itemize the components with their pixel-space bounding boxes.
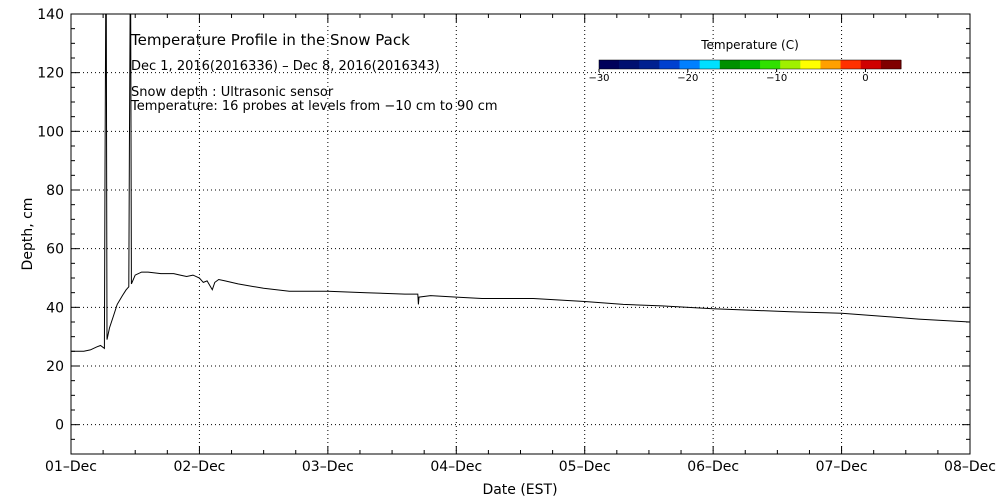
colorbar-segment	[599, 60, 620, 69]
chart-subtitle: Dec 1, 2016(2016336) – Dec 8, 2016(20163…	[131, 59, 440, 74]
grid	[71, 14, 970, 454]
colorbar-tick-label: −20	[677, 73, 698, 84]
colorbar-segment	[880, 60, 902, 69]
colorbar-tick-label: −10	[766, 73, 787, 84]
colorbar-segment	[739, 60, 761, 69]
colorbar-segment	[719, 60, 741, 69]
colorbar-segment	[860, 60, 882, 69]
x-axis-title: Date (EST)	[482, 482, 557, 498]
colorbar-segment	[840, 60, 862, 69]
x-tick-label: 06–Dec	[687, 459, 739, 475]
colorbar-segment	[760, 60, 781, 69]
x-tick-label: 05–Dec	[559, 459, 611, 475]
y-tick-label: 20	[46, 359, 64, 375]
y-tick-label: 120	[37, 66, 64, 82]
colorbar-segment	[639, 60, 660, 69]
x-tick-label: 03–Dec	[302, 459, 354, 475]
x-tick-label: 01–Dec	[45, 459, 97, 475]
colorbar-segment	[619, 60, 640, 69]
x-tick-label: 04–Dec	[430, 459, 482, 475]
x-tick-label: 08–Dec	[944, 459, 996, 475]
y-tick-label: 140	[37, 7, 64, 23]
snow-depth-line	[71, 13, 971, 352]
y-tick-label: 0	[55, 418, 64, 434]
x-tick-labels: 01–Dec 02–Dec 03–Dec 04–Dec 05–Dec 06–Dec 07–D…	[45, 459, 996, 475]
x-tick-label: 02–Dec	[173, 459, 225, 475]
colorbar-tick-label: 0	[862, 73, 868, 84]
plot-frame	[70, 13, 971, 455]
colorbar-title: Temperature (C)	[700, 38, 799, 52]
y-tick-labels: 0 20 40 60 80 100 120 140	[37, 7, 64, 434]
y-tick-label: 80	[46, 183, 64, 199]
colorbar-segment	[659, 60, 681, 69]
y-tick-label: 100	[37, 124, 64, 140]
y-tick-label: 60	[46, 242, 64, 258]
colorbar-segment	[820, 60, 842, 69]
x-tick-label: 07–Dec	[816, 459, 868, 475]
colorbar-segment	[679, 60, 701, 69]
colorbar-segment	[780, 60, 801, 69]
colorbar-tick-label: −30	[588, 73, 609, 84]
axis-ticks	[70, 13, 971, 455]
chart-title: Temperature Profile in the Snow Pack	[130, 31, 410, 49]
annotation-temperature: Temperature: 16 probes at levels from −1…	[130, 99, 498, 114]
colorbar-segment	[699, 60, 721, 69]
annotation-snow-depth: Snow depth : Ultrasonic sensor	[131, 85, 334, 100]
colorbar-segment	[800, 60, 821, 69]
colorbar-frame	[598, 59, 902, 70]
colorbar: −30 −20 −10 0	[588, 59, 902, 84]
y-axis-title: Depth, cm	[20, 198, 36, 271]
y-tick-label: 40	[46, 300, 64, 316]
